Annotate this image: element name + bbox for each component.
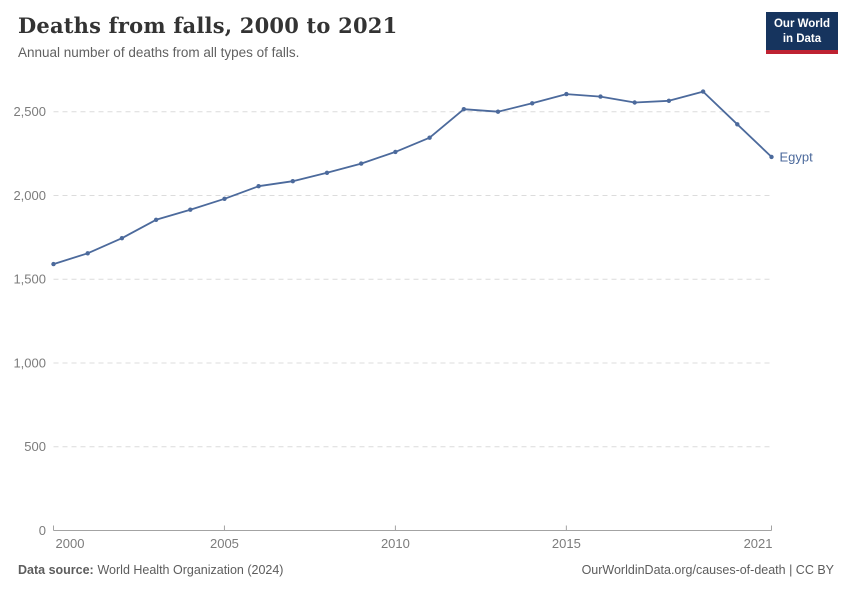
data-point [700, 89, 706, 94]
y-tick-label: 2,000 [13, 188, 46, 203]
y-tick-label: 500 [24, 439, 46, 454]
data-point [188, 207, 193, 212]
data-point [461, 107, 466, 112]
egypt-series-line [52, 90, 773, 266]
data-point [393, 149, 398, 155]
chart-header: Deaths from falls, 2000 to 2021 Annual n… [18, 13, 750, 60]
data-source: Data source: World Health Organization (2… [18, 563, 283, 577]
data-point [119, 236, 125, 241]
data-point [222, 196, 227, 201]
x-tick-label: 2021 [744, 536, 773, 551]
data-source-value: World Health Organization (2024) [97, 563, 284, 577]
y-tick-label: 1,000 [13, 355, 46, 370]
data-point [427, 135, 432, 140]
data-point [530, 101, 535, 106]
data-source-label: Data source: [18, 563, 94, 577]
x-tick-label: 2000 [56, 536, 85, 551]
data-point [256, 184, 261, 189]
data-point [564, 91, 569, 97]
data-point [51, 261, 56, 267]
data-point [769, 154, 774, 160]
data-point [495, 109, 501, 114]
data-point [359, 161, 364, 166]
data-point [290, 179, 295, 184]
data-point [735, 122, 740, 127]
series-end-label[interactable]: Egypt [780, 149, 814, 164]
data-point [85, 251, 90, 256]
logo-line2: in Data [782, 32, 822, 45]
data-point [666, 98, 672, 104]
chart-title: Deaths from falls, 2000 to 2021 [18, 13, 398, 38]
y-tick-label: 1,500 [13, 272, 46, 287]
data-point [324, 170, 330, 175]
data-point [632, 100, 637, 105]
chart-subtitle: Annual number of deaths from all types o… [18, 45, 300, 60]
y-tick-label: 2,500 [13, 104, 46, 119]
data-point [598, 94, 603, 99]
y-tick-label: 0 [39, 523, 46, 538]
x-tick-label: 2015 [552, 536, 581, 551]
x-tick-label: 2010 [381, 536, 410, 551]
attribution-link[interactable]: OurWorldinData.org/causes-of-death | CC … [581, 563, 834, 577]
chart-footer: Data source: World Health Organization (2… [18, 563, 834, 577]
logo-line1: Our World [773, 18, 830, 30]
x-tick-label: 2005 [210, 536, 239, 551]
data-point [153, 217, 159, 222]
owid-logo[interactable]: Our World in Data [765, 12, 838, 54]
